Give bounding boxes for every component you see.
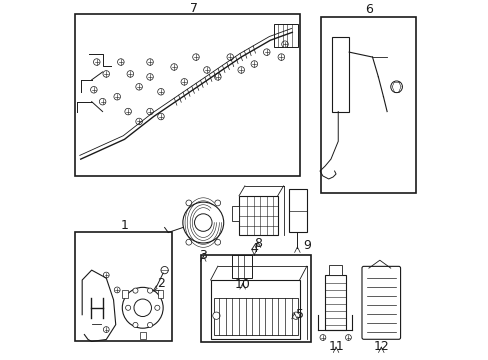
Circle shape: [194, 214, 212, 231]
Bar: [75, 233, 172, 342]
Text: 3: 3: [199, 249, 207, 262]
Circle shape: [214, 239, 220, 245]
Bar: [321, 17, 415, 193]
Bar: [122, 290, 128, 298]
Circle shape: [185, 239, 191, 245]
Text: 12: 12: [373, 340, 388, 353]
Circle shape: [170, 64, 177, 70]
Circle shape: [226, 54, 233, 60]
Bar: [232, 206, 239, 221]
Circle shape: [117, 59, 124, 65]
Circle shape: [136, 84, 142, 90]
Text: 11: 11: [327, 340, 343, 353]
Bar: [325, 275, 345, 329]
Bar: [288, 189, 306, 233]
Circle shape: [278, 54, 284, 60]
Circle shape: [183, 202, 223, 243]
Circle shape: [103, 272, 109, 278]
Circle shape: [212, 312, 220, 319]
Text: 9: 9: [303, 239, 310, 252]
Circle shape: [133, 288, 138, 293]
Circle shape: [134, 299, 151, 316]
Circle shape: [192, 54, 199, 60]
Text: 8: 8: [253, 237, 262, 250]
Circle shape: [146, 59, 153, 65]
Text: 6: 6: [364, 3, 372, 16]
Bar: [232, 255, 252, 278]
Circle shape: [103, 71, 109, 77]
Bar: [328, 265, 341, 275]
Circle shape: [114, 94, 120, 100]
Circle shape: [114, 287, 120, 293]
Circle shape: [181, 78, 187, 85]
Circle shape: [136, 118, 142, 125]
Circle shape: [203, 67, 210, 73]
Text: 4: 4: [250, 242, 258, 255]
Bar: [214, 298, 298, 334]
Text: 1: 1: [121, 219, 128, 232]
Circle shape: [124, 108, 131, 115]
Circle shape: [214, 200, 220, 206]
Circle shape: [99, 98, 106, 105]
Circle shape: [133, 323, 138, 328]
Circle shape: [93, 59, 100, 65]
Circle shape: [147, 323, 152, 328]
Circle shape: [390, 81, 402, 93]
Circle shape: [238, 67, 244, 73]
Circle shape: [146, 108, 153, 115]
Circle shape: [263, 49, 269, 55]
Circle shape: [250, 61, 257, 67]
Circle shape: [157, 89, 164, 95]
Circle shape: [345, 334, 351, 341]
Text: 7: 7: [189, 2, 197, 15]
Circle shape: [122, 287, 163, 328]
Circle shape: [319, 334, 325, 341]
Circle shape: [146, 73, 153, 80]
Circle shape: [125, 305, 130, 310]
Circle shape: [292, 312, 299, 319]
Circle shape: [155, 305, 160, 310]
Circle shape: [214, 73, 221, 80]
Circle shape: [161, 266, 168, 274]
Bar: [273, 24, 298, 47]
Bar: [239, 196, 277, 235]
Circle shape: [157, 113, 164, 120]
Circle shape: [147, 288, 152, 293]
Bar: [210, 280, 299, 339]
Text: 2: 2: [157, 276, 164, 289]
Bar: [332, 37, 348, 112]
Text: 10: 10: [234, 279, 250, 292]
Circle shape: [90, 86, 97, 93]
Circle shape: [281, 41, 288, 48]
Circle shape: [103, 327, 109, 333]
Bar: [75, 14, 299, 176]
Text: 5: 5: [295, 308, 303, 321]
FancyBboxPatch shape: [361, 266, 400, 339]
Bar: [201, 255, 310, 342]
Bar: [157, 290, 163, 298]
Bar: [140, 332, 145, 339]
Circle shape: [127, 71, 133, 77]
Circle shape: [185, 200, 191, 206]
